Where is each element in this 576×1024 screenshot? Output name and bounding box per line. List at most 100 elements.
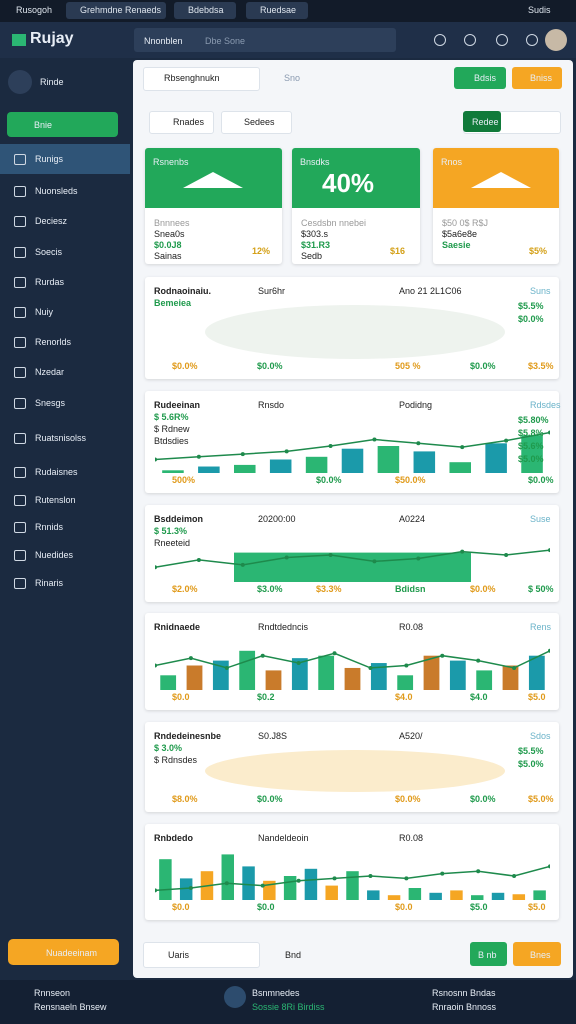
filter[interactable] xyxy=(149,111,214,134)
panel-footer-value: $3.3% xyxy=(316,584,342,594)
line-point xyxy=(260,883,265,888)
nav-item[interactable]: Nzedar xyxy=(35,367,65,377)
header-icon[interactable] xyxy=(526,34,538,46)
bar xyxy=(485,443,507,473)
button[interactable] xyxy=(512,67,562,89)
status-icon xyxy=(224,986,246,1008)
panel-footer-value: $50.0% xyxy=(395,475,426,485)
chart xyxy=(205,750,505,792)
header-icon[interactable] xyxy=(464,34,476,46)
line-point xyxy=(372,437,377,442)
nav-item[interactable]: Rutenslon xyxy=(35,495,76,505)
chart xyxy=(155,430,550,473)
line-point xyxy=(196,454,201,459)
toggle-label[interactable]: Redee xyxy=(472,117,499,127)
nav-item[interactable]: Rurdas xyxy=(35,277,65,287)
panel-corner: Suns xyxy=(530,286,551,296)
panel-footer-value: $0.0% xyxy=(172,361,198,371)
filter[interactable] xyxy=(221,111,292,134)
bar xyxy=(269,459,292,473)
panel-center-title: Sur6hr xyxy=(258,286,286,296)
map-shape xyxy=(205,305,505,359)
bar xyxy=(179,878,193,900)
button[interactable] xyxy=(470,942,507,966)
nav-item[interactable]: Ruatsnisolss xyxy=(35,433,87,443)
bar xyxy=(265,670,282,690)
tab-label: Ruedsae xyxy=(260,5,297,15)
footer-field-text: Uaris xyxy=(168,950,190,960)
search-field[interactable] xyxy=(143,67,260,91)
nav-item[interactable]: Nuiy xyxy=(35,307,54,317)
button-label[interactable]: B nb xyxy=(478,950,497,960)
card-header xyxy=(292,148,420,208)
panel-right-value: $0.0% xyxy=(518,314,544,324)
nav-item[interactable]: Deciesz xyxy=(35,216,68,226)
header-icon[interactable] xyxy=(496,34,508,46)
nav-item[interactable]: Nuedides xyxy=(35,550,74,560)
panel-title: Rndedeinesnbe xyxy=(154,731,222,741)
bar xyxy=(160,675,177,690)
line-point xyxy=(155,663,157,668)
status-text: Rensnaeln Bnsew xyxy=(34,1002,107,1012)
cta-label[interactable]: Nuadeeinam xyxy=(46,948,98,958)
search-box[interactable] xyxy=(134,28,396,52)
tab[interactable] xyxy=(66,2,166,19)
filter-label[interactable]: Rnades xyxy=(173,117,205,127)
active-button[interactable] xyxy=(7,112,118,137)
nav-item[interactable]: Nuonsleds xyxy=(35,186,78,196)
header-icon[interactable] xyxy=(434,34,446,46)
nav-item[interactable]: Rinaris xyxy=(35,578,64,588)
line-point xyxy=(188,656,193,661)
button[interactable] xyxy=(513,942,561,966)
button-label[interactable]: Bnes xyxy=(530,950,551,960)
card-value: 12% xyxy=(252,246,271,256)
line-point xyxy=(504,438,509,443)
nav-item[interactable]: Runigs xyxy=(35,154,64,164)
bar xyxy=(528,655,545,690)
search-text: Rbsenghnukn xyxy=(164,73,220,83)
nav-item[interactable]: Rudaisnes xyxy=(35,467,78,477)
panel-center-title: S0.J8S xyxy=(258,731,288,741)
search-placeholder: Dbe Sone xyxy=(205,36,246,46)
chart xyxy=(155,548,550,582)
panel-line: $ 51.3% xyxy=(154,526,188,536)
panel-title: Rnidnaede xyxy=(154,622,201,632)
line-point xyxy=(155,457,157,462)
line-point xyxy=(440,871,445,876)
map-shape xyxy=(205,750,505,792)
filter-label[interactable]: Sedees xyxy=(244,117,275,127)
footer-field[interactable] xyxy=(143,942,260,968)
panel-footer-value: $0.0 xyxy=(395,902,413,912)
line-point xyxy=(548,648,550,653)
line-point xyxy=(548,548,550,553)
card-line: Sedb xyxy=(301,251,323,261)
nav-icon xyxy=(14,495,26,506)
panel-right-value: $5.8% xyxy=(518,428,544,438)
line-point xyxy=(328,553,333,558)
line-point xyxy=(512,665,517,670)
nav-icon xyxy=(14,337,26,348)
cta-button[interactable] xyxy=(8,939,119,965)
bar xyxy=(318,655,335,690)
line-point xyxy=(460,549,465,554)
tab[interactable] xyxy=(174,2,236,19)
nav-item[interactable]: Snesgs xyxy=(35,398,66,408)
button[interactable] xyxy=(454,67,506,89)
line-point xyxy=(416,556,421,561)
button-label[interactable]: Bdsis xyxy=(474,73,497,83)
panel-footer-value: $3.5% xyxy=(528,361,554,371)
bar xyxy=(502,665,519,690)
tab[interactable] xyxy=(246,2,308,19)
nav-icon xyxy=(14,154,26,165)
nav-item[interactable]: Soecis xyxy=(35,247,63,257)
nav-item[interactable]: Renorlds xyxy=(35,337,72,347)
button-label[interactable]: Bniss xyxy=(530,73,553,83)
active-item[interactable] xyxy=(0,144,130,174)
panel-right-title: A0224 xyxy=(399,514,426,524)
panel-right-title: Ano 21 2L1C06 xyxy=(399,286,462,296)
field-text: Sno xyxy=(284,73,301,83)
nav-item[interactable]: Rnnids xyxy=(35,522,64,532)
panel-line: $ Rdnew xyxy=(154,424,190,434)
line-point xyxy=(196,557,201,562)
line-point xyxy=(240,562,245,567)
